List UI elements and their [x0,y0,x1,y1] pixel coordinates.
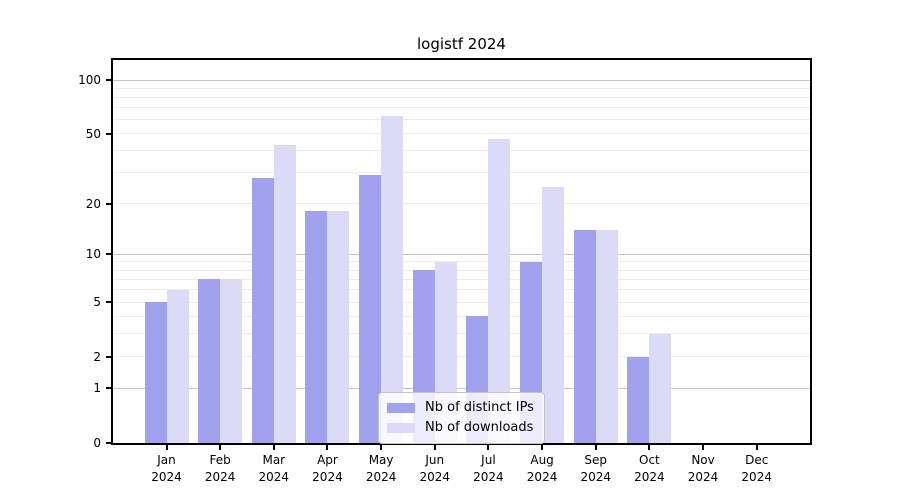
bar-downloads [220,279,243,443]
gridline-minor [113,315,810,317]
x-tick-label: Aug 2024 [526,453,558,484]
gridline-minor [113,107,810,109]
gridline-minor [113,261,810,263]
x-tick-label: Oct 2024 [634,453,665,484]
bar-downloads [381,115,404,443]
gridline-major [113,79,810,81]
x-axis-tick [380,445,383,450]
y-tick-label: 2 [93,349,101,364]
y-axis-tick [106,202,111,205]
legend-swatch [387,403,415,413]
legend: Nb of distinct IPs Nb of downloads [378,392,545,444]
x-tick-label: Feb 2024 [204,453,236,484]
x-axis-tick [702,445,705,450]
x-tick-label: Dec 2024 [741,453,772,484]
x-tick-label: May 2024 [365,453,397,484]
bar-downloads [273,145,296,443]
legend-label: Nb of distinct IPs [425,400,534,415]
gridline-major [113,387,810,389]
x-tick-label: Jan 2024 [151,453,182,484]
y-tick-label: 50 [85,126,101,141]
y-axis-tick [106,387,111,390]
y-tick-label: 0 [93,436,101,450]
y-axis-tick [106,253,111,256]
bar-downloads [488,138,511,443]
gridline-major [113,253,810,255]
x-axis-tick [326,445,329,450]
gridline-minor [113,87,810,89]
y-tick-label: 20 [85,196,101,211]
gridline-minor [113,356,810,358]
y-axis-tick [106,301,111,304]
y-axis-tick [106,79,111,81]
x-axis-tick [755,445,758,450]
legend-swatch [387,423,415,433]
y-tick-label: 1 [93,381,101,396]
x-axis-tick [219,445,222,450]
gridline-minor [113,289,810,291]
y-tick-label: 100 [78,73,101,87]
x-axis-tick [487,445,490,450]
x-tick-label: Jun 2024 [419,453,451,484]
bar-downloads [649,333,672,443]
gridline-minor [113,96,810,98]
x-tick-label: Sep 2024 [580,453,611,484]
bar-ips [144,302,167,443]
y-axis-tick [106,442,111,444]
gridline-minor [113,133,810,135]
bar-ips [198,279,221,443]
bar-downloads [595,229,618,443]
bar-ips [251,178,274,443]
x-tick-label: Nov 2024 [687,453,719,484]
gridline-minor [113,301,810,303]
x-axis-tick [594,445,597,450]
x-axis-tick [272,445,275,450]
gridline-minor [113,150,810,152]
x-tick-label: Jul 2024 [473,453,504,484]
y-axis-tick [106,355,111,358]
gridline-minor [113,119,810,121]
gridline-minor [113,203,810,205]
y-axis-tick [106,132,111,135]
y-tick-label: 10 [85,247,101,262]
gridline-minor [113,269,810,271]
bar-downloads [542,186,565,443]
plot-area [113,60,810,443]
gridline-minor [113,172,810,174]
x-tick-label: Mar 2024 [258,453,290,484]
legend-item: Nb of distinct IPs [387,398,534,418]
x-tick-label: Apr 2024 [312,453,343,484]
y-tick-label: 5 [93,295,101,310]
bar-ips [305,211,328,443]
gridline-minor [113,278,810,280]
gridline-minor [113,333,810,335]
x-axis-tick [541,445,544,450]
legend-label: Nb of downloads [425,420,534,435]
bar-ips [627,356,650,443]
bar-downloads [327,211,350,443]
chart-title: logistf 2024 [417,35,506,53]
x-axis-tick [433,445,436,450]
bar-ips [359,175,382,443]
bar-downloads [166,289,189,443]
bar-ips [573,229,596,443]
legend-item: Nb of downloads [387,418,534,438]
x-axis-tick [165,445,168,450]
x-axis-tick [648,445,651,450]
